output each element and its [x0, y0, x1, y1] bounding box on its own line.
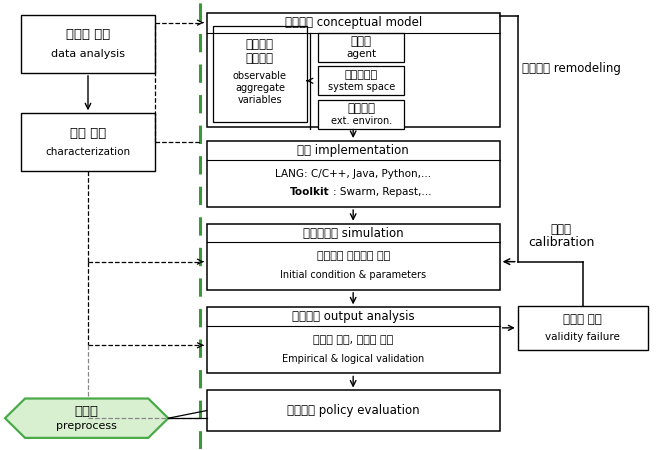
Bar [207, 307, 500, 374]
Text: 구현 implementation: 구현 implementation [297, 144, 409, 157]
Text: observable: observable [233, 71, 287, 81]
Text: data analysis: data analysis [51, 49, 125, 58]
Text: 시스템공간: 시스템공간 [345, 70, 378, 81]
Text: 모형개조 remodeling: 모형개조 remodeling [522, 62, 620, 75]
Text: 결과분석 output analysis: 결과분석 output analysis [292, 310, 415, 323]
Polygon shape [5, 399, 169, 438]
Text: aggregate: aggregate [235, 83, 285, 93]
Text: variables: variables [237, 95, 282, 105]
Text: LANG: C/C++, Java, Python,...: LANG: C/C++, Java, Python,... [275, 169, 432, 179]
Text: 데이터 분석: 데이터 분석 [66, 28, 110, 41]
Text: preprocess: preprocess [56, 421, 117, 431]
Bar [207, 13, 500, 126]
Bar [318, 33, 405, 62]
Text: characterization: characterization [45, 147, 130, 157]
Bar [21, 113, 155, 171]
Text: Toolkit: Toolkit [290, 187, 330, 198]
Text: 측정값 비교, 유효성 검증: 측정값 비교, 유효성 검증 [313, 335, 393, 345]
Bar [518, 306, 648, 350]
Text: validity failure: validity failure [545, 332, 620, 342]
Bar [213, 26, 306, 122]
Text: 외부환경: 외부환경 [347, 103, 375, 116]
Text: Initial condition & parameters: Initial condition & parameters [280, 270, 426, 280]
Bar [21, 15, 155, 73]
Text: 적합화: 적합화 [551, 223, 571, 236]
Bar [318, 100, 405, 129]
Text: Empirical & logical validation: Empirical & logical validation [282, 354, 424, 364]
Text: : Swarm, Repast,...: : Swarm, Repast,... [333, 187, 432, 198]
Text: 시뮬레이션 simulation: 시뮬레이션 simulation [303, 226, 403, 239]
Text: 총합변수: 총합변수 [246, 52, 274, 65]
Text: 정책평가 policy evaluation: 정책평가 policy evaluation [287, 404, 419, 417]
Text: 행위자: 행위자 [351, 36, 372, 48]
Text: system space: system space [328, 82, 395, 93]
Text: 특징 판별: 특징 판별 [70, 127, 106, 140]
Text: 초기값과 매개변수 설정: 초기값과 매개변수 설정 [316, 251, 390, 261]
Text: 유효성 부족: 유효성 부족 [563, 313, 602, 326]
Text: calibration: calibration [528, 236, 594, 249]
Text: 전처리: 전처리 [75, 405, 98, 418]
Bar [318, 66, 405, 95]
Text: 개념모형 conceptual model: 개념모형 conceptual model [284, 16, 421, 29]
Text: agent: agent [346, 49, 376, 59]
Bar [207, 224, 500, 290]
Bar [207, 391, 500, 431]
Text: 관찰가능: 관찰가능 [246, 39, 274, 51]
Text: ext. environ.: ext. environ. [330, 116, 392, 126]
Bar [207, 141, 500, 207]
